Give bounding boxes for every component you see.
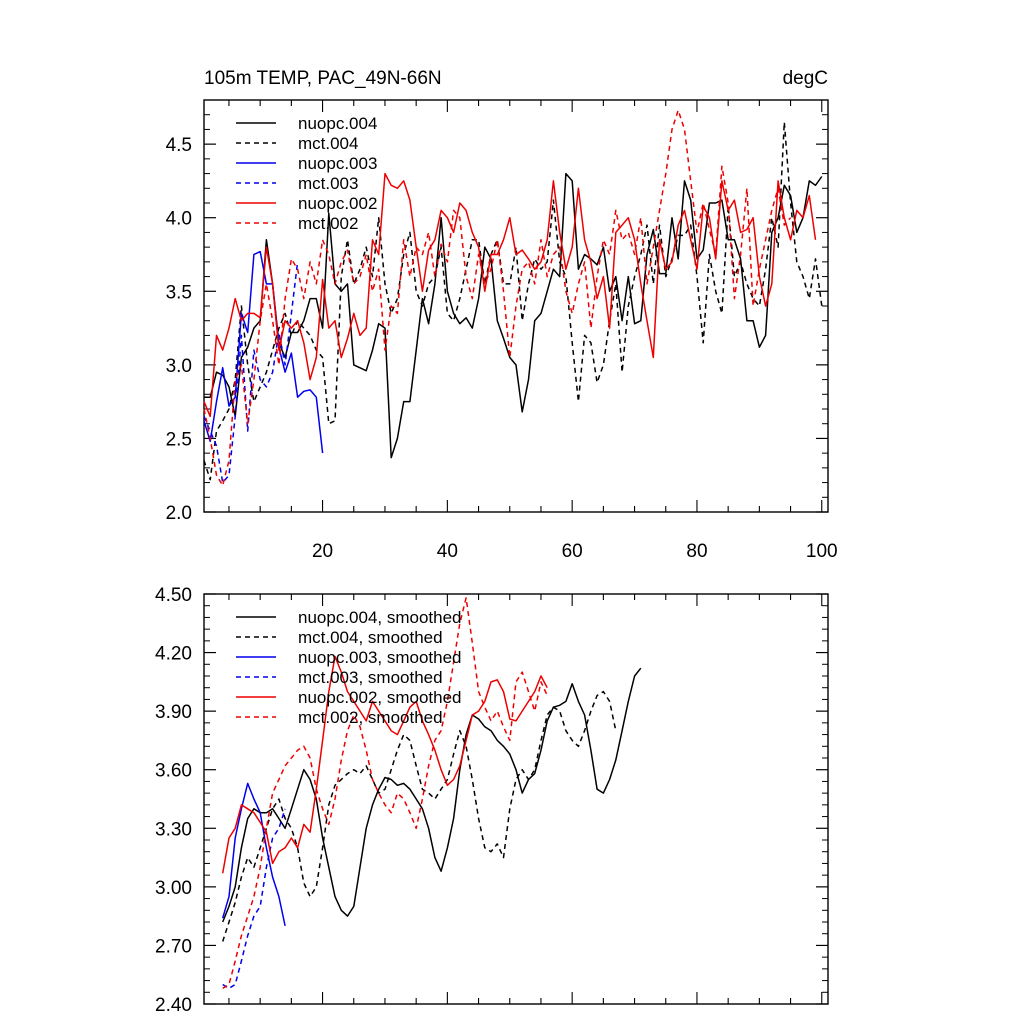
- y-tick-label: 3.00: [155, 878, 192, 899]
- series-line-mct-003-smoothed: [222, 808, 286, 990]
- y-tick-label: 4.50: [155, 585, 192, 606]
- series-line-mct-003: [203, 261, 299, 484]
- x-tick-label: 100: [806, 541, 838, 562]
- y-tick-label: 2.5: [166, 429, 192, 450]
- y-tick-label: 3.0: [166, 356, 192, 377]
- series-line-nuopc-002: [203, 172, 817, 418]
- legend-label: mct.003: [298, 174, 358, 193]
- series-line-nuopc-003-smoothed: [221, 782, 286, 927]
- legend-label: nuopc.004: [298, 114, 377, 133]
- series-line-nuopc-004-smoothed: [222, 667, 642, 923]
- legend-label: mct.002, smoothed: [298, 708, 443, 727]
- chart-title: 105m TEMP, PAC_49N-66N: [204, 68, 442, 89]
- legend-label: nuopc.003, smoothed: [298, 648, 462, 667]
- y-tick-label: 2.0: [166, 503, 192, 524]
- y-tick-label: 3.30: [155, 819, 192, 840]
- x-tick-label: 20: [312, 541, 333, 562]
- x-tick-label: 40: [437, 541, 458, 562]
- y-tick-label: 2.40: [155, 995, 192, 1016]
- y-tick-label: 3.60: [155, 761, 192, 782]
- y-tick-label: 4.5: [166, 135, 192, 156]
- legend-label: mct.004, smoothed: [298, 628, 443, 647]
- top-panel: 2.0 2.5 3.0 3.5 4.0 4.5 20 40 60 80 100 105m TEMP, …: [166, 68, 838, 562]
- series-line-mct-002-smoothed: [222, 597, 548, 990]
- y-tick-label: 3.90: [155, 702, 192, 723]
- legend-label: mct.002: [298, 214, 358, 233]
- series-line-mct-004-smoothed: [221, 690, 617, 942]
- series-line-nuopc-002-smoothed: [221, 655, 548, 874]
- x-tick-label: 80: [686, 541, 707, 562]
- legend-label: mct.004: [298, 134, 358, 153]
- legend-label: nuopc.002, smoothed: [298, 688, 462, 707]
- series-line-mct-004: [203, 121, 823, 481]
- y-tick-label: 2.70: [155, 936, 192, 957]
- y-tick-label: 4.0: [166, 209, 192, 230]
- plot-frame: [203, 593, 829, 1005]
- units-label: degC: [783, 68, 828, 89]
- legend-label: nuopc.004, smoothed: [298, 608, 462, 627]
- series-line-nuopc-003: [203, 250, 324, 454]
- bottom-panel: 2.40 2.70 3.00 3.30 3.60 3.90 4.20 4.50 nuopc.00…: [155, 585, 829, 1016]
- legend-label: nuopc.003: [298, 154, 377, 173]
- series-line-mct-002: [203, 109, 792, 487]
- y-tick-label: 3.5: [166, 282, 192, 303]
- legend-label: nuopc.002: [298, 194, 377, 213]
- y-tick-label: 4.20: [155, 644, 192, 665]
- x-tick-label: 60: [562, 541, 583, 562]
- legend-label: mct.003, smoothed: [298, 668, 443, 687]
